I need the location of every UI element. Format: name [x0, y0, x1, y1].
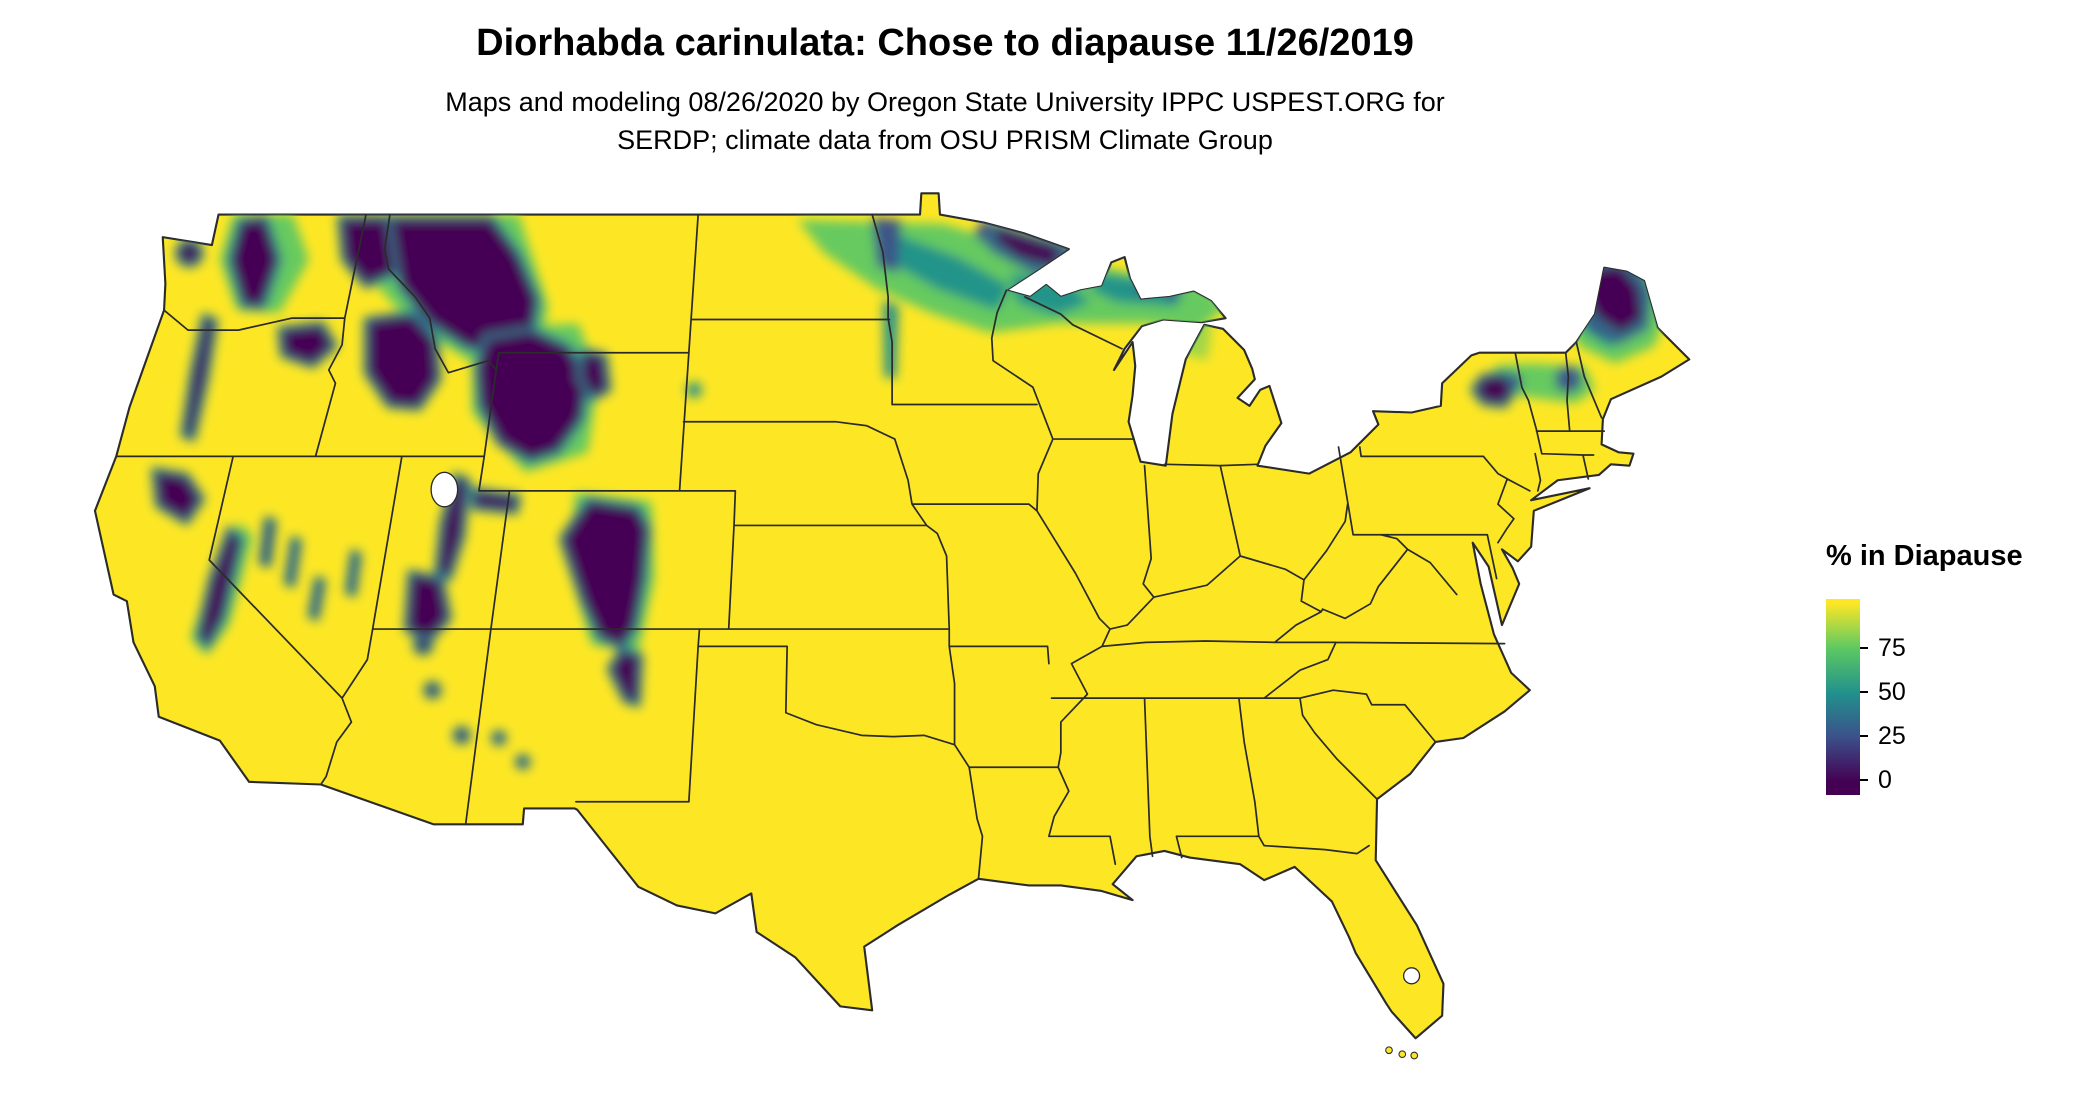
legend-tick-25: [1860, 735, 1868, 737]
subtitle-line-1: Maps and modeling 08/26/2020 by Oregon S…: [445, 87, 1445, 117]
legend-gradient-bar: [1826, 599, 1860, 795]
legend-tick-label-50: 50: [1878, 678, 1906, 706]
legend-title: % in Diapause: [1826, 540, 2023, 572]
legend-colorbar: 75 50 25 0: [1826, 599, 2096, 809]
legend-tick-0: [1860, 779, 1868, 781]
lake-okeechobee: [1402, 967, 1421, 985]
figure-subtitle: Maps and modeling 08/26/2020 by Oregon S…: [0, 83, 1890, 159]
state-borders: [115, 213, 1606, 880]
legend-tick-75: [1860, 647, 1868, 649]
interior-lakes: [430, 471, 1421, 985]
overlay-purple-0pct: [150, 214, 1649, 770]
great-salt-lake: [430, 471, 459, 508]
diapause-overlay: [150, 214, 1668, 770]
legend-tick-label-25: 25: [1878, 722, 1906, 750]
us-map-svg: [93, 192, 1691, 1060]
legend-tick-label-75: 75: [1878, 634, 1906, 662]
figure-header: Diorhabda carinulata: Chose to diapause …: [0, 22, 1890, 159]
us-diapause-map: [80, 180, 1768, 1110]
subtitle-line-2: SERDP; climate data from OSU PRISM Clima…: [617, 125, 1273, 155]
legend: % in Diapause 75 50 25 0: [1826, 540, 2096, 809]
florida-keys: [1385, 1046, 1419, 1060]
legend-tick-50: [1860, 691, 1868, 693]
figure-title: Diorhabda carinulata: Chose to diapause …: [476, 22, 1414, 64]
legend-tick-label-0: 0: [1878, 766, 1892, 794]
